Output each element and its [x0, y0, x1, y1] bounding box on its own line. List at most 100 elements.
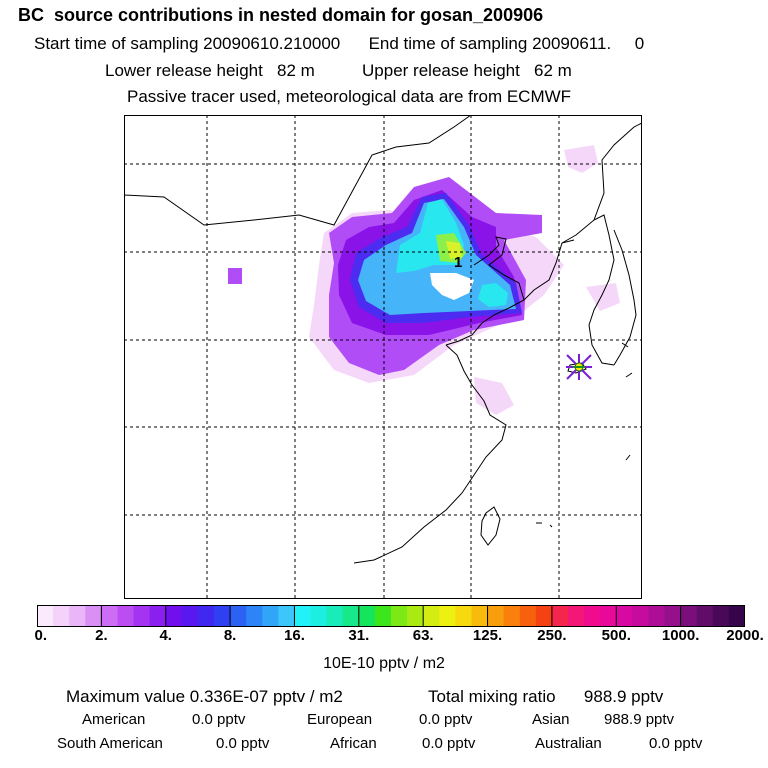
colorbar-tick-label: 0.	[34, 627, 48, 644]
release-heights: Lower release height 82 m Upper release …	[105, 62, 572, 79]
colorbar-cell	[439, 605, 456, 627]
release-marker-label: 1	[454, 254, 462, 271]
region-european-value: 0.0 pptv	[419, 711, 473, 728]
colorbar-cell	[149, 605, 167, 627]
region-australian-value: 0.0 pptv	[649, 735, 703, 752]
colorbar-cell	[503, 605, 521, 627]
max-value-label: Maximum value	[66, 687, 186, 706]
colorbar-cell	[568, 605, 585, 627]
region-african-value: 0.0 pptv	[422, 735, 476, 752]
colorbar-cell	[310, 605, 328, 627]
sampling-times: Start time of sampling 20090610.210000 E…	[34, 35, 644, 52]
start-time-value: 20090610.210000	[203, 34, 341, 53]
colorbar-frame	[37, 605, 745, 627]
colorbar-cell	[37, 605, 54, 627]
colorbar-tick-label: 1000.	[661, 627, 700, 644]
region-asian-value: 988.9 pptv	[604, 711, 675, 728]
colorbar-cell	[246, 605, 263, 627]
colorbar-cell	[407, 605, 424, 627]
field-gap	[430, 273, 474, 300]
colorbar-cell	[728, 605, 745, 627]
colorbar-cell	[294, 605, 312, 627]
colorbar-cell	[471, 605, 489, 627]
end-time-label: End time of sampling	[368, 34, 528, 53]
colorbar-tick-label: 16.	[284, 627, 305, 644]
colorbar-cell	[197, 605, 215, 627]
region-south-american-value: 0.0 pptv	[216, 735, 270, 752]
colorbar-tick-label: 250.	[537, 627, 567, 644]
colorbar-cell	[181, 605, 199, 627]
colorbar-tick-label: 500.	[601, 627, 631, 644]
colorbar	[37, 605, 745, 627]
region-american-name: American	[82, 711, 146, 728]
coastline-korea-east	[613, 229, 637, 366]
start-time-label: Start time of sampling	[34, 34, 199, 53]
region-american-value: 0.0 pptv	[192, 711, 246, 728]
region-african-name: African	[330, 735, 377, 752]
coastline-taiwan	[480, 506, 501, 546]
colorbar-cell	[551, 605, 569, 627]
colorbar-tick-label: 4.	[159, 627, 172, 644]
field-violet-spot	[228, 268, 242, 284]
coastline-korea-north	[593, 122, 642, 221]
colorbar-cell	[584, 605, 601, 627]
colorbar-cell	[680, 605, 698, 627]
coastlines	[124, 115, 642, 564]
field-light-pink-2	[474, 377, 514, 415]
max-value-row: Maximum value 0.336E-07 pptv / m2	[66, 687, 343, 707]
coastline-liaodong	[523, 239, 575, 301]
tracer-note: Passive tracer used, meteorological data…	[127, 87, 572, 106]
coastline-bohai	[445, 236, 525, 346]
colorbar-cell	[358, 605, 376, 627]
end-time-value: 20090611. 0	[532, 34, 645, 53]
total-mixing-label: Total mixing ratio	[428, 687, 556, 706]
field-light-pink-4	[586, 283, 620, 311]
colorbar-cell	[487, 605, 505, 627]
coastline-north-border	[124, 115, 472, 226]
upper-height-label: Upper release height	[362, 61, 520, 80]
colorbar-cell	[278, 605, 296, 627]
coastline-china-east	[353, 344, 507, 564]
field-cyan-2	[478, 283, 508, 307]
lower-height-value: 82 m	[277, 61, 315, 80]
field-light-pink-3	[564, 145, 598, 173]
colorbar-cell	[85, 605, 102, 627]
colorbar-cell	[519, 605, 537, 627]
colorbar-cell	[374, 605, 392, 627]
source-contribution-map: 1	[124, 115, 642, 599]
lower-height-label: Lower release height	[105, 61, 263, 80]
colorbar-cell	[69, 605, 86, 627]
colorbar-units: 10E-10 pptv / m2	[323, 655, 445, 672]
colorbar-cell	[712, 605, 730, 627]
colorbar-cells	[37, 605, 745, 627]
colorbar-dividers	[100, 605, 682, 627]
total-mixing-row: Total mixing ratio 988.9 pptv	[428, 687, 663, 707]
receptor-star-icon	[566, 354, 592, 380]
plot-title: BC source contributions in nested domain…	[18, 5, 544, 25]
region-european-name: European	[307, 711, 373, 728]
colorbar-cell	[600, 605, 617, 627]
region-south-american-name: South American	[57, 735, 163, 752]
coastline-japan-islands	[536, 342, 633, 528]
lat-lon-grid	[124, 115, 642, 599]
colorbar-cell	[214, 605, 231, 627]
colorbar-cell	[632, 605, 650, 627]
colorbar-cell	[53, 605, 70, 627]
colorbar-cell	[326, 605, 344, 627]
max-value: 0.336E-07 pptv / m2	[189, 687, 343, 706]
colorbar-cell	[423, 605, 440, 627]
colorbar-tick-label: 2.	[95, 627, 108, 644]
upper-height-value: 62 m	[534, 61, 572, 80]
colorbar-cell	[117, 605, 135, 627]
map-frame	[124, 115, 642, 599]
region-australian-name: Australian	[535, 735, 602, 752]
region-asian-name: Asian	[532, 711, 570, 728]
total-mixing-value: 988.9 pptv	[583, 687, 664, 706]
colorbar-tick-label: 8.	[223, 627, 237, 644]
colorbar-cell	[664, 605, 682, 627]
colorbar-tick-label: 63.	[412, 627, 434, 644]
colorbar-cell	[165, 605, 183, 627]
colorbar-cell	[696, 605, 714, 627]
colorbar-cell	[535, 605, 553, 627]
colorbar-cell	[101, 605, 119, 627]
